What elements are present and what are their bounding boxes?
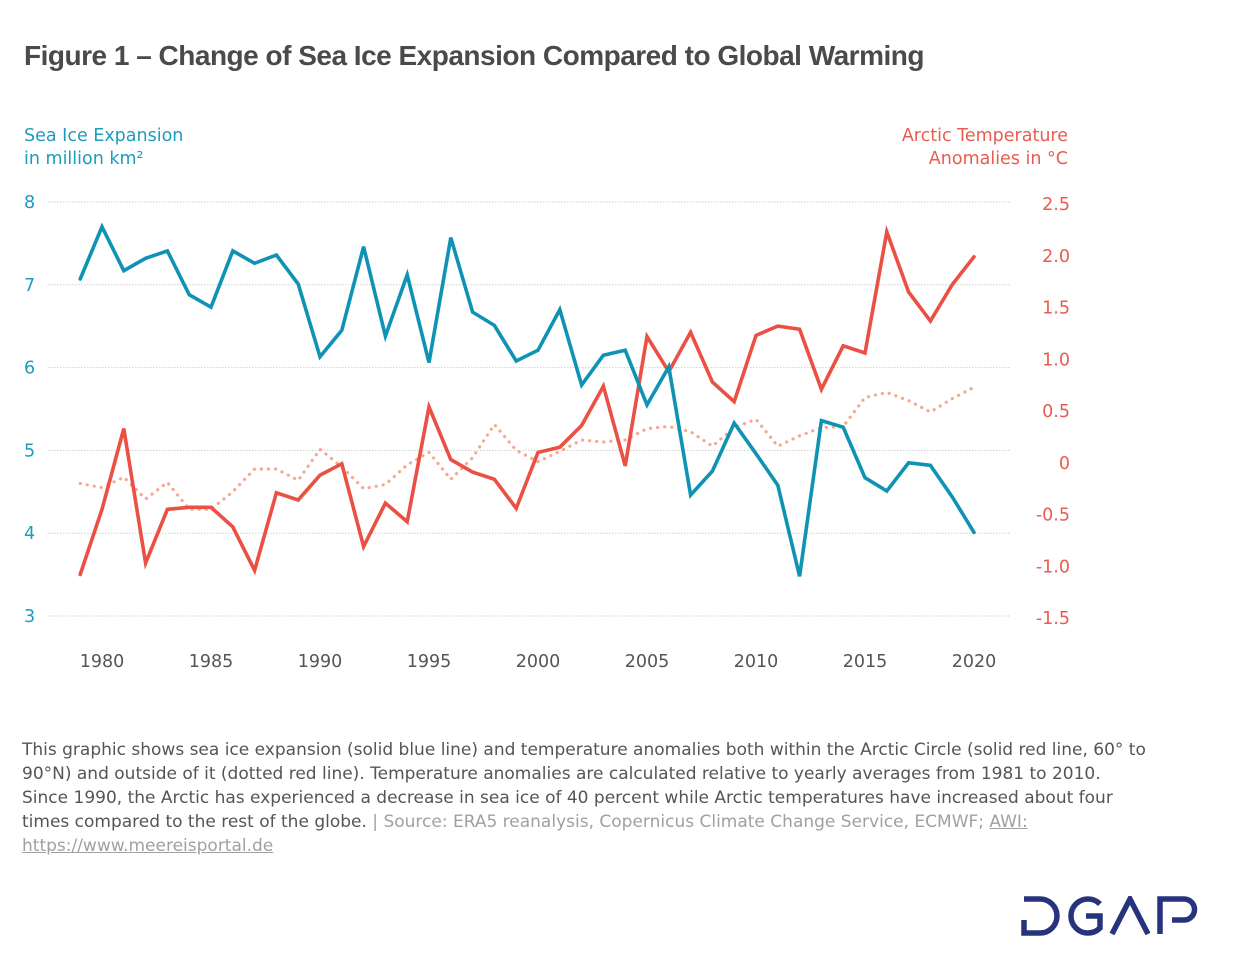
logo-letter-p	[1157, 896, 1198, 934]
logo-letter-a	[1109, 896, 1151, 936]
right-axis-tick-label: -0.5	[1036, 506, 1070, 526]
right-axis-title-line1: Arctic Temperature	[901, 126, 1068, 146]
right-axis-tick-label: 2.0	[1042, 247, 1070, 267]
x-axis-tick-label: 2005	[625, 652, 670, 672]
left-axis-tick-label: 7	[24, 276, 35, 296]
logo-letter-d	[1021, 896, 1060, 936]
x-axis-tick-label: 2000	[516, 652, 561, 672]
x-axis-ticks: 1980 1985 1990 1995 2000 2005 2010 2015 2020	[80, 652, 997, 672]
caption-source: Source: ERA5 reanalysis, Copernicus Clim…	[383, 812, 990, 832]
caption-body: This graphic shows sea ice expansion (so…	[22, 740, 1146, 832]
left-axis-title: Sea Ice Expansion in million km²	[24, 125, 183, 171]
series-line-sea-ice	[78, 222, 976, 577]
right-axis-tick-label: 0	[1059, 454, 1070, 474]
left-axis-tick-label: 3	[24, 607, 35, 627]
caption: This graphic shows sea ice expansion (so…	[22, 738, 1152, 858]
x-axis-tick-label: 1990	[298, 652, 343, 672]
x-axis-tick-label: 1985	[189, 652, 234, 672]
caption-separator: |	[366, 812, 384, 832]
left-axis-title-line1: Sea Ice Expansion	[24, 126, 184, 146]
left-axis-ticks: 8 7 6 5 4 3	[24, 193, 35, 627]
right-axis-tick-label: 2.5	[1042, 195, 1070, 215]
left-axis-title-line2: in million km²	[24, 149, 144, 169]
right-axis-tick-label: 0.5	[1042, 402, 1070, 422]
x-axis-tick-label: 2020	[952, 652, 997, 672]
x-axis-tick-label: 2010	[734, 652, 779, 672]
gridlines	[48, 201, 1010, 617]
logo-letter-g	[1068, 896, 1103, 936]
series-line-global-temp	[78, 385, 976, 511]
left-axis-tick-label: 4	[24, 524, 35, 544]
left-axis-tick-label: 8	[24, 193, 35, 213]
series-line-arctic-temp	[78, 225, 976, 577]
left-axis-tick-label: 5	[24, 441, 35, 461]
right-axis-tick-label: -1.5	[1036, 609, 1070, 629]
line-chart: 8 7 6 5 4 3 2.5 2.0 1.5 1.0 0.5 0 -0.5 -1.0 -1.5 1980…	[24, 193, 1070, 672]
series-group	[78, 222, 976, 577]
chart-title: Figure 1 – Change of Sea Ice Expansion C…	[24, 40, 924, 71]
right-axis-tick-label: 1.5	[1042, 299, 1070, 319]
left-axis-tick-label: 6	[24, 359, 35, 379]
right-axis-tick-label: -1.0	[1036, 557, 1070, 577]
right-axis-ticks: 2.5 2.0 1.5 1.0 0.5 0 -0.5 -1.0 -1.5	[1036, 195, 1070, 629]
source-link[interactable]: AWI: https://www.meereisportal.de	[22, 812, 1028, 856]
dgap-logo: DGAP	[1021, 896, 1198, 936]
x-axis-tick-label: 1995	[407, 652, 452, 672]
right-axis-title-line2: Anomalies in °C	[928, 149, 1068, 169]
x-axis-tick-label: 1980	[80, 652, 125, 672]
x-axis-tick-label: 2015	[843, 652, 888, 672]
right-axis-tick-label: 1.0	[1042, 350, 1070, 370]
right-axis-title: Arctic Temperature Anomalies in °C	[902, 125, 1068, 171]
